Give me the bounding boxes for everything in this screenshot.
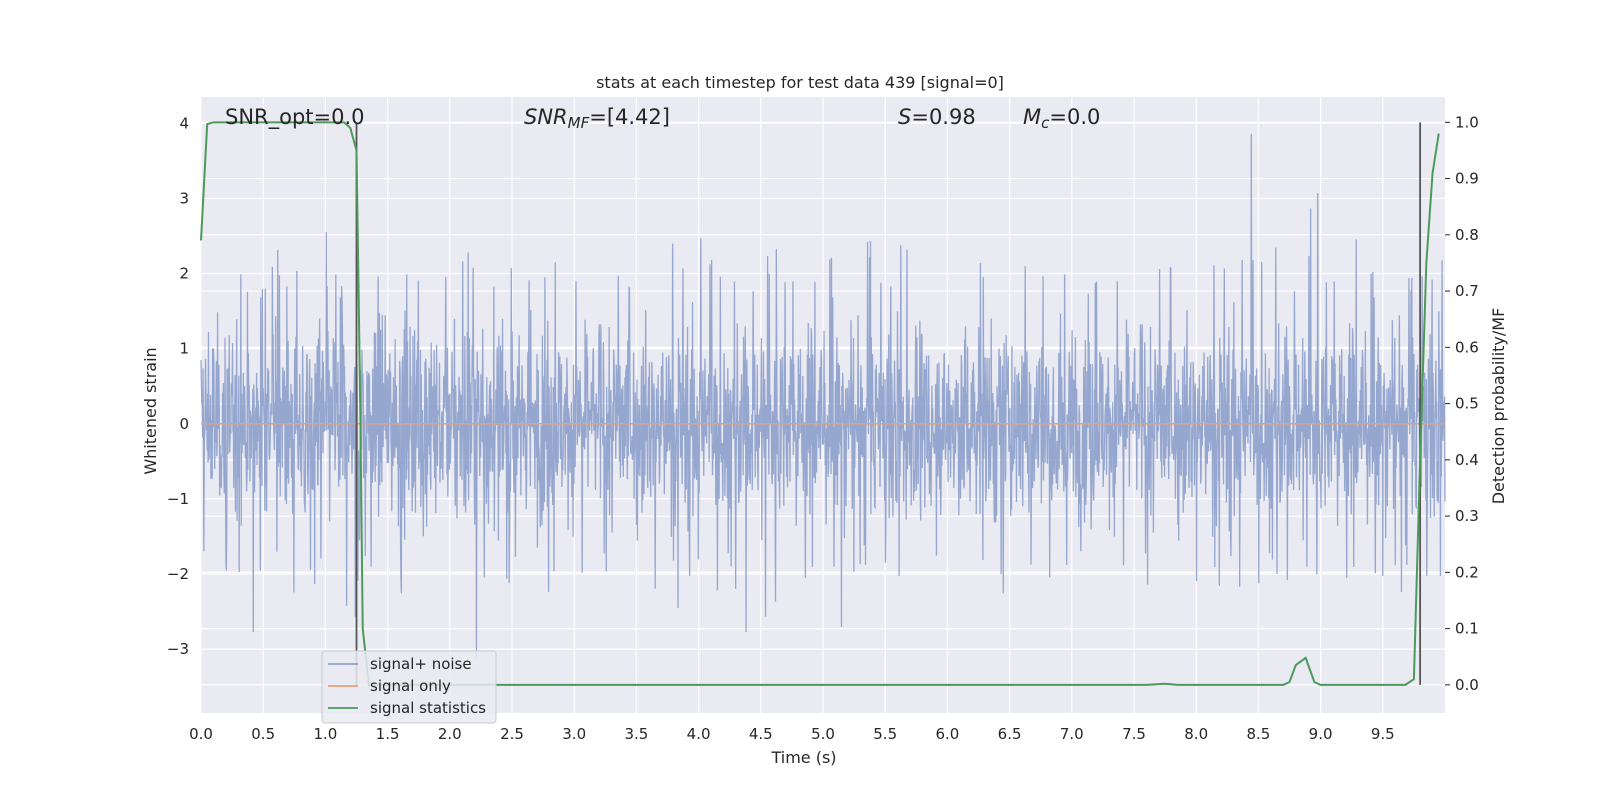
x-tick-label: 9.5 <box>1371 725 1395 743</box>
y-right-tick-label: 0.2 <box>1455 563 1479 581</box>
y-right-tick-label: 0.1 <box>1455 620 1479 638</box>
x-tick-label: 7.0 <box>1060 725 1084 743</box>
y-right-tick-label: 0.3 <box>1455 507 1479 525</box>
chart-title: stats at each timestep for test data 439… <box>596 73 1004 92</box>
y-axis-left-ticks: 4 3 2 1 0 −1 −2 −3 <box>167 114 189 658</box>
x-tick-label: 7.5 <box>1122 725 1146 743</box>
legend-label-noise: signal+ noise <box>370 655 472 673</box>
x-tick-label: 5.5 <box>873 725 897 743</box>
y-left-tick-label: −2 <box>167 565 189 583</box>
legend: signal+ noise signal only signal statist… <box>321 650 497 724</box>
legend-box <box>321 650 497 724</box>
y-axis-left-label: Whitened strain <box>141 347 160 474</box>
x-axis-label: Time (s) <box>770 748 836 767</box>
x-tick-label: 6.0 <box>935 725 959 743</box>
legend-label-statistics: signal statistics <box>370 699 486 717</box>
y-left-tick-label: 3 <box>179 189 189 207</box>
y-left-tick-label: −1 <box>167 490 189 508</box>
y-right-tick-label: 0.6 <box>1455 338 1479 356</box>
legend-label-signal-only: signal only <box>370 677 451 695</box>
y-right-tick-label: 0.5 <box>1455 395 1479 413</box>
x-tick-label: 4.0 <box>687 725 711 743</box>
x-tick-label: 5.0 <box>811 725 835 743</box>
x-tick-label: 3.5 <box>624 725 648 743</box>
annotation-s: S=0.98 <box>898 105 976 129</box>
x-tick-label: 1.5 <box>376 725 400 743</box>
signal-statistics-line <box>200 121 1440 686</box>
x-tick-label: 3.0 <box>562 725 586 743</box>
y-left-tick-label: 4 <box>179 114 189 132</box>
x-tick-label: 1.0 <box>313 725 337 743</box>
x-tick-label: 8.0 <box>1184 725 1208 743</box>
y-right-tick-label: 0.8 <box>1455 226 1479 244</box>
y-left-tick-label: 2 <box>179 265 189 283</box>
x-axis-ticks: 0.0 0.5 1.0 1.5 2.0 2.5 3.0 3.5 4.0 4.5 5.0 5.5 6.0 6… <box>189 725 1395 743</box>
y-left-tick-label: −3 <box>167 640 189 658</box>
y-right-tick-label: 0.9 <box>1455 170 1479 188</box>
x-tick-label: 0.5 <box>251 725 275 743</box>
y-axis-right-ticks: 1.0 0.9 0.8 0.7 0.6 0.5 0.4 0.3 0.2 0.1 0.0 <box>1445 113 1479 694</box>
x-tick-label: 0.0 <box>189 725 213 743</box>
y-axis-right-label: Detection probability/MF <box>1489 308 1508 505</box>
y-left-tick-label: 0 <box>179 415 189 433</box>
y-right-tick-label: 0.0 <box>1455 676 1479 694</box>
x-tick-label: 8.5 <box>1246 725 1270 743</box>
x-tick-label: 4.5 <box>749 725 773 743</box>
y-right-tick-label: 1.0 <box>1455 113 1479 131</box>
signal-noise-line <box>200 133 1446 658</box>
annotation-mc: Mc=0.0 <box>1023 105 1100 132</box>
signal-noise-series <box>200 133 1446 658</box>
x-tick-label: 9.0 <box>1309 725 1333 743</box>
x-tick-label: 2.5 <box>500 725 524 743</box>
x-tick-label: 2.0 <box>438 725 462 743</box>
signal-statistics-series <box>200 121 1440 686</box>
annotation-snr-mf: SNRMF=[4.42] <box>524 105 670 132</box>
y-left-tick-label: 1 <box>179 340 189 358</box>
y-right-tick-label: 0.4 <box>1455 451 1479 469</box>
annotation-snr-opt: SNR_opt=0.0 <box>225 105 365 130</box>
x-tick-label: 6.5 <box>998 725 1022 743</box>
y-right-tick-label: 0.7 <box>1455 282 1479 300</box>
